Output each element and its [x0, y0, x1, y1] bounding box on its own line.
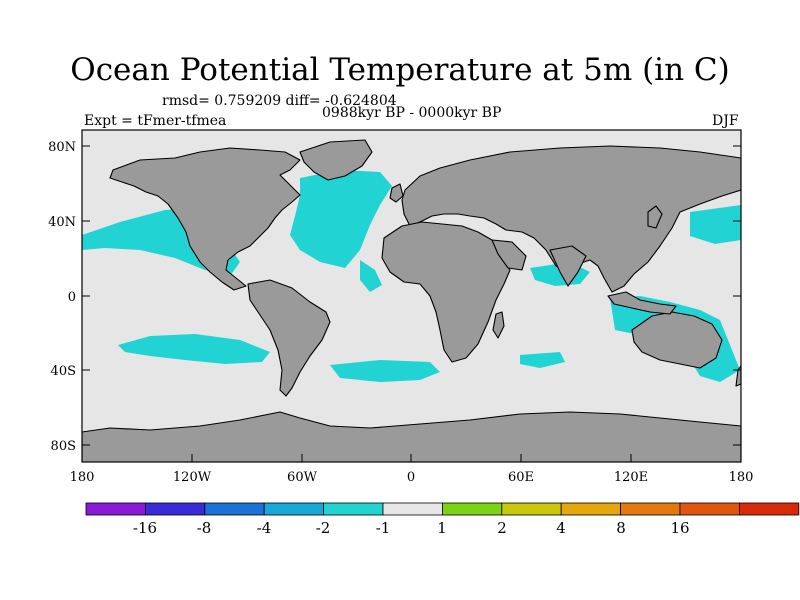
colorbar-box — [204, 502, 265, 516]
colorbar-box — [85, 502, 146, 516]
lat-tick-label: 0 — [68, 290, 76, 305]
colorbar-box — [739, 502, 800, 516]
lat-tick-label: 40S — [51, 364, 76, 379]
colorbar-label: 16 — [670, 519, 690, 537]
colorbar-box — [620, 502, 681, 516]
colorbar-label: 4 — [556, 519, 566, 537]
colorbar-label: -4 — [256, 519, 272, 537]
colorbar-label: -16 — [132, 519, 158, 537]
colorbar-box — [560, 502, 622, 516]
land-antarctica — [82, 411, 741, 462]
land-new-zealand — [735, 365, 741, 387]
land-arabia — [491, 239, 527, 271]
colorbar-box — [441, 502, 503, 516]
lon-tick-label: 60E — [508, 470, 534, 485]
land-japan — [647, 205, 663, 229]
land-eurasia — [401, 145, 741, 293]
stats-line: rmsd= 0.759209 diff= -0.624804 — [162, 93, 397, 109]
lat-tick-label: 80S — [51, 439, 76, 454]
lon-tick-label: 180 — [70, 470, 95, 485]
land-madagascar — [492, 311, 505, 339]
colorbar-label: 1 — [437, 519, 447, 537]
land-greenland — [299, 139, 373, 181]
colorbar-box — [382, 502, 443, 516]
colorbar-box — [263, 502, 325, 516]
map-title: Ocean Potential Temperature at 5m (in C) — [70, 52, 730, 88]
period-label: 0988kyr BP - 0000kyr BP — [322, 105, 502, 121]
lat-tick-label: 40N — [48, 215, 76, 230]
land-india — [549, 245, 587, 287]
season-label: DJF — [712, 113, 739, 129]
colorbar-label: 2 — [497, 519, 507, 537]
colorbar — [85, 502, 800, 516]
land-south-america — [247, 279, 331, 397]
lon-tick-label: 120W — [173, 470, 212, 485]
colorbar-label: 8 — [616, 519, 626, 537]
land-north-america — [109, 147, 301, 291]
land-uk — [389, 183, 404, 203]
colorbar-label: -2 — [315, 519, 331, 537]
colorbar-label: -8 — [196, 519, 212, 537]
colorbar-box — [501, 502, 562, 516]
land-africa — [381, 221, 511, 363]
lat-tick-label: 80N — [48, 140, 76, 155]
lon-tick-label: 120E — [614, 470, 648, 485]
lon-tick-label: 60W — [287, 470, 318, 485]
land-southeast-asia — [607, 291, 677, 315]
lon-tick-label: 180 — [729, 470, 754, 485]
colorbar-label: -1 — [375, 519, 391, 537]
colorbar-box — [679, 502, 740, 516]
colorbar-box — [144, 502, 206, 516]
colorbar-box — [323, 502, 384, 516]
lon-tick-label: 0 — [407, 470, 415, 485]
experiment-label: Expt = tFmer-tfmea — [84, 113, 227, 129]
